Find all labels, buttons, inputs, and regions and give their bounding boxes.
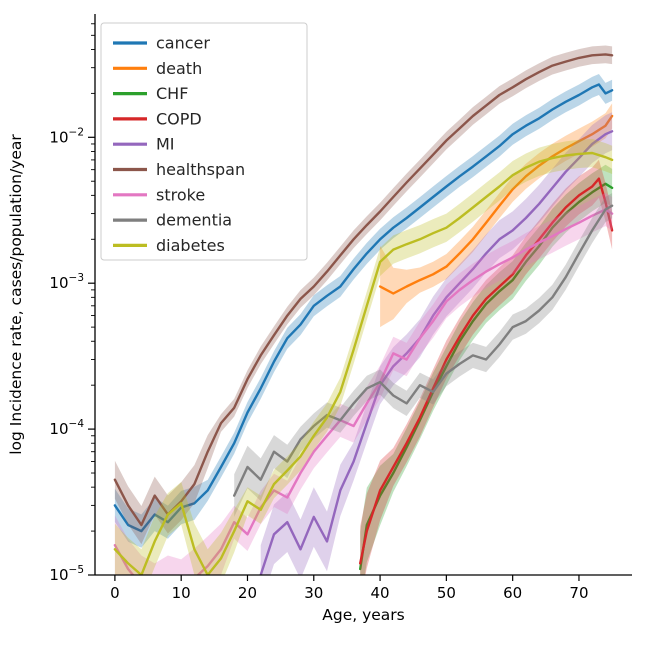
legend-frame: [100, 22, 308, 261]
series-line-death: [378, 114, 614, 295]
series-line-dementia: [233, 204, 614, 497]
series-line-CHF: [359, 182, 614, 571]
y-tick-label: 10−2: [49, 126, 84, 146]
x-axis-label: Age, years: [322, 606, 405, 624]
x-tick-label: 40: [371, 584, 390, 602]
legend: cancer death CHF COPD MI healthspan stroke deme…: [100, 22, 308, 261]
series-band-COPD: [360, 159, 613, 575]
series-band-MI: [260, 112, 613, 575]
legend-label-stroke: stroke: [156, 185, 205, 204]
x-tick-label: 20: [238, 584, 257, 602]
series-line-COPD: [359, 177, 614, 565]
y-tick-label: 10−4: [49, 418, 84, 438]
legend-label-CHF: CHF: [156, 84, 188, 103]
series-line-diabetes: [113, 151, 614, 575]
x-tick-label: 0: [110, 584, 120, 602]
legend-label-dementia: dementia: [156, 211, 232, 230]
legend-label-healthspan: healthspan: [156, 160, 245, 179]
y-axis-label: log Incidence rate, cases/population/yea…: [7, 134, 25, 455]
series-line-stroke: [113, 208, 614, 575]
x-tick-label: 30: [304, 584, 323, 602]
series-band-healthspan: [114, 45, 613, 545]
x-tick-label: 60: [503, 584, 522, 602]
legend-label-cancer: cancer: [156, 34, 210, 53]
series-layer: [113, 45, 614, 575]
legend-label-MI: MI: [156, 135, 175, 154]
y-tick-label: 10−3: [49, 272, 84, 292]
legend-label-death: death: [156, 59, 202, 78]
x-tick-label: 50: [437, 584, 456, 602]
x-tick-label: 70: [569, 584, 588, 602]
legend-label-COPD: COPD: [156, 109, 202, 128]
legend-label-diabetes: diabetes: [156, 236, 225, 255]
x-tick-label: 10: [172, 584, 191, 602]
series-band-CHF: [360, 164, 613, 575]
series-line-cancer: [113, 83, 614, 533]
series-line-MI: [259, 130, 614, 575]
axes: 0 10 20 30 40 50 60 70 10−2 10−3 10−4 10−5 Age, year…: [7, 14, 632, 624]
series-line-healthspan: [113, 53, 614, 527]
series-band-diabetes: [114, 138, 613, 575]
y-tick-label: 10−5: [49, 564, 84, 584]
